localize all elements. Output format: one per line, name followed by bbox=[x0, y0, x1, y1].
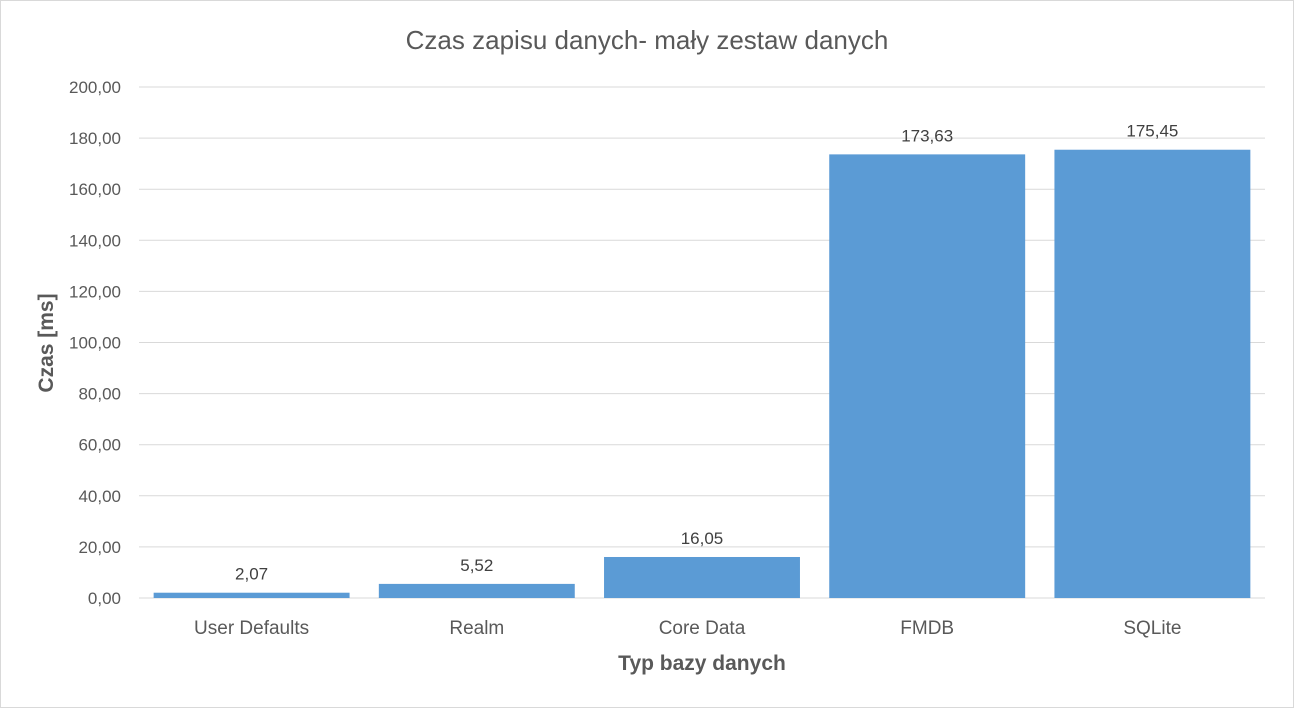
x-category-label: User Defaults bbox=[194, 618, 309, 639]
chart-title: Czas zapisu danych- mały zestaw danych bbox=[406, 25, 889, 55]
x-axis-title: Typ bazy danych bbox=[618, 652, 786, 675]
data-label: 173,63 bbox=[901, 126, 953, 145]
data-label: 16,05 bbox=[681, 529, 724, 548]
x-axis-categories: User Defaults Realm Core Data FMDB SQLite bbox=[194, 618, 1181, 639]
bars bbox=[153, 149, 1251, 598]
bar bbox=[604, 556, 800, 598]
x-category-label: SQLite bbox=[1123, 618, 1181, 639]
y-tick-label: 60,00 bbox=[78, 436, 121, 455]
bar bbox=[829, 154, 1026, 598]
y-tick-label: 200,00 bbox=[69, 78, 121, 97]
bar bbox=[1054, 149, 1251, 598]
data-label: 2,07 bbox=[235, 565, 268, 584]
x-category-label: FMDB bbox=[900, 618, 954, 639]
y-tick-label: 40,00 bbox=[78, 487, 121, 506]
bar bbox=[153, 592, 350, 598]
x-category-label: Realm bbox=[449, 618, 504, 639]
y-tick-label: 140,00 bbox=[69, 231, 121, 250]
x-category-label: Core Data bbox=[659, 618, 746, 639]
y-tick-label: 120,00 bbox=[69, 282, 121, 301]
data-label: 175,45 bbox=[1126, 122, 1178, 141]
bar bbox=[378, 583, 575, 598]
y-tick-label: 80,00 bbox=[78, 385, 121, 404]
y-axis-ticks: 0,00 20,00 40,00 60,00 80,00 100,00 120,00 140,… bbox=[69, 78, 121, 608]
y-tick-label: 0,00 bbox=[88, 589, 121, 608]
data-label: 5,52 bbox=[460, 556, 493, 575]
y-axis-title: Czas [ms] bbox=[35, 293, 58, 392]
y-tick-label: 20,00 bbox=[78, 538, 121, 557]
y-tick-label: 180,00 bbox=[69, 129, 121, 148]
data-labels: 2,07 5,52 16,05 173,63 175,45 bbox=[235, 122, 1178, 584]
y-tick-label: 160,00 bbox=[69, 180, 121, 199]
y-tick-label: 100,00 bbox=[69, 334, 121, 353]
